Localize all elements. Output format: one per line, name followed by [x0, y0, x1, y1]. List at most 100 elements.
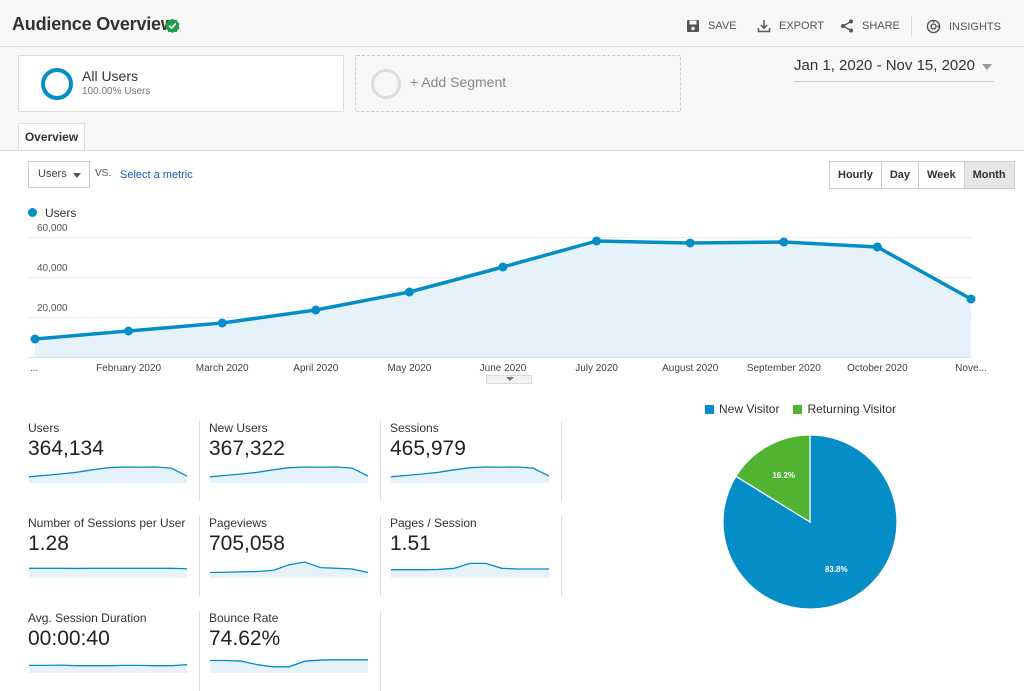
users-data-point[interactable]: [967, 295, 976, 304]
legend-label: New Visitor: [719, 402, 779, 416]
granularity-day-button[interactable]: Day: [882, 162, 919, 188]
users-data-point[interactable]: [592, 237, 601, 246]
add-segment-button[interactable]: + Add Segment: [355, 55, 681, 112]
verified-check-icon: [165, 18, 180, 33]
metric-tile-users[interactable]: Users 364,134: [28, 421, 200, 501]
x-tick-label: October 2020: [847, 363, 908, 374]
share-icon: [840, 19, 854, 33]
share-button[interactable]: SHARE: [840, 19, 900, 33]
empty-segment-ring-icon: [371, 69, 401, 99]
x-tick-label: April 2020: [293, 363, 338, 374]
metric-sparkline: [209, 560, 371, 578]
tab-divider: [0, 150, 1024, 151]
returning-visitor-swatch: [793, 405, 802, 414]
metric-sparkline: [28, 655, 190, 673]
tab-overview[interactable]: Overview: [18, 123, 85, 151]
export-button[interactable]: EXPORT: [757, 19, 824, 33]
insights-button[interactable]: INSIGHTS: [926, 19, 1001, 34]
metric-value: 367,322: [209, 437, 285, 461]
x-tick-label: February 2020: [96, 363, 161, 374]
metric-label: Number of Sessions per User: [28, 516, 185, 530]
x-tick-label: Nove...: [955, 363, 987, 374]
metric-label: Pageviews: [209, 516, 267, 530]
download-icon: [757, 19, 771, 33]
granularity-week-button[interactable]: Week: [919, 162, 965, 188]
x-tick-label: July 2020: [575, 363, 618, 374]
select-metric-link[interactable]: Select a metric: [120, 169, 193, 181]
segment-color-ring-icon: [41, 68, 73, 100]
legend-item-new-visitor: New Visitor: [705, 402, 779, 416]
metric-label: Avg. Session Duration: [28, 611, 147, 625]
x-tick-label: ...: [30, 363, 38, 374]
granularity-month-button[interactable]: Month: [965, 162, 1014, 188]
toolbar-divider: [911, 16, 912, 36]
x-tick-label: June 2020: [480, 363, 527, 374]
add-segment-label: + Add Segment: [410, 74, 506, 90]
users-legend-label: Users: [45, 206, 76, 220]
x-tick-label: May 2020: [387, 363, 431, 374]
granularity-hourly-button[interactable]: Hourly: [830, 162, 882, 188]
metric-label: Bounce Rate: [209, 611, 278, 625]
users-data-point[interactable]: [124, 327, 133, 336]
y-tick-label: 20,000: [37, 303, 68, 314]
metric-tile-new-users[interactable]: New Users 367,322: [209, 421, 381, 501]
metric-tile-pageviews[interactable]: Pageviews 705,058: [209, 516, 381, 596]
users-data-point[interactable]: [311, 306, 320, 315]
metric-value: 705,058: [209, 532, 285, 556]
users-data-point[interactable]: [779, 238, 788, 247]
export-label: EXPORT: [779, 20, 824, 32]
segment-all-users[interactable]: All Users 100.00% Users: [18, 55, 344, 112]
granularity-toggle: Hourly Day Week Month: [829, 161, 1015, 189]
metric-label: New Users: [209, 421, 268, 435]
y-tick-label: 60,000: [37, 223, 68, 234]
x-tick-label: August 2020: [662, 363, 719, 374]
metric-value: 1.28: [28, 532, 69, 556]
share-label: SHARE: [862, 20, 900, 32]
metric-value: 465,979: [390, 437, 466, 461]
insights-icon: [926, 19, 941, 34]
metric-label: Pages / Session: [390, 516, 477, 530]
segment-label: All Users: [82, 68, 138, 84]
metric-sparkline: [209, 655, 371, 673]
metric-sparkline: [28, 465, 190, 483]
chevron-down-icon: [982, 64, 992, 70]
save-button[interactable]: SAVE: [686, 19, 737, 33]
users-data-point[interactable]: [218, 319, 227, 328]
chevron-down-icon: [73, 173, 81, 178]
page-title: Audience Overview: [12, 14, 175, 35]
metric-value: 364,134: [28, 437, 104, 461]
users-legend-marker: [28, 208, 37, 217]
legend-item-returning-visitor: Returning Visitor: [793, 402, 896, 416]
metric-tile-pages-per-session[interactable]: Pages / Session 1.51: [390, 516, 562, 596]
users-data-point[interactable]: [499, 263, 508, 272]
save-icon: [686, 19, 700, 33]
new-visitor-swatch: [705, 405, 714, 414]
metric-tile-bounce-rate[interactable]: Bounce Rate 74.62%: [209, 611, 381, 691]
legend-label: Returning Visitor: [807, 402, 896, 416]
y-tick-label: 40,000: [37, 263, 68, 274]
pie-slice-label: 16.2%: [772, 471, 795, 480]
metric-value: 1.51: [390, 532, 431, 556]
x-tick-label: September 2020: [747, 363, 821, 374]
insights-label: INSIGHTS: [949, 21, 1001, 33]
segment-percent: 100.00% Users: [82, 86, 150, 97]
save-label: SAVE: [708, 20, 737, 32]
metric-value: 74.62%: [209, 627, 280, 651]
vs-label: VS.: [95, 168, 111, 179]
metric-sparkline: [209, 465, 371, 483]
metric-value: 00:00:40: [28, 627, 110, 651]
pie-legend: New Visitor Returning Visitor: [705, 402, 896, 416]
metric-sparkline: [28, 560, 190, 578]
users-area-fill: [35, 241, 971, 357]
users-data-point[interactable]: [873, 243, 882, 252]
metric-tile-sessions[interactable]: Sessions 465,979: [390, 421, 562, 501]
date-range-picker[interactable]: Jan 1, 2020 - Nov 15, 2020: [794, 57, 994, 82]
sparkline-line: [29, 665, 187, 666]
metric-tile-avg-session-duration[interactable]: Avg. Session Duration 00:00:40: [28, 611, 200, 691]
metric-tile-sessions-per-user[interactable]: Number of Sessions per User 1.28: [28, 516, 200, 596]
users-data-point[interactable]: [405, 288, 414, 297]
chevron-down-icon: [506, 377, 514, 381]
users-data-point[interactable]: [686, 239, 695, 248]
users-data-point[interactable]: [31, 335, 40, 344]
